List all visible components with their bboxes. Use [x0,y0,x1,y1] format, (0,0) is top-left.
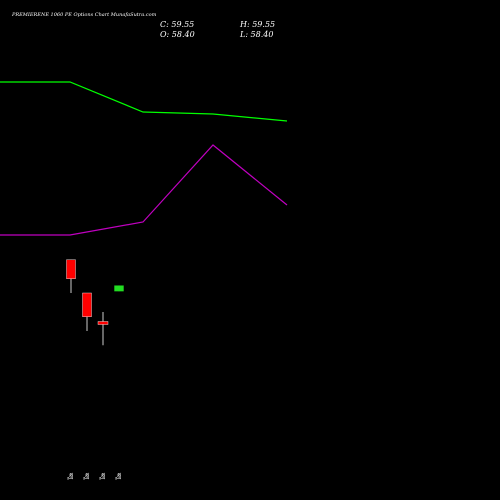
candle-body [97,321,109,325]
x-axis-labels: ब्लू ब्लू ब्लू ब्लू [67,473,122,480]
close-value: C: 59.55 [160,20,195,29]
low-value: L: 58.40 [240,30,274,39]
green-indicator-line [0,81,288,122]
x-tick-label: ब्लू [67,473,74,480]
candle-body [66,259,76,279]
open-value: O: 58.40 [160,30,195,39]
candles [66,259,124,346]
purple-indicator-line [0,144,288,236]
candle-body [114,285,124,292]
x-tick-label: ब्लू [83,473,90,480]
chart-title: PREMIERENE 1060 PE Options Chart MunafaS… [12,12,157,18]
x-tick-label: ब्लू [115,473,122,480]
x-tick-label: ब्लू [99,473,106,480]
high-value: H: 59.55 [240,20,276,29]
candle-body [82,292,92,317]
indicator-lines [0,81,288,236]
